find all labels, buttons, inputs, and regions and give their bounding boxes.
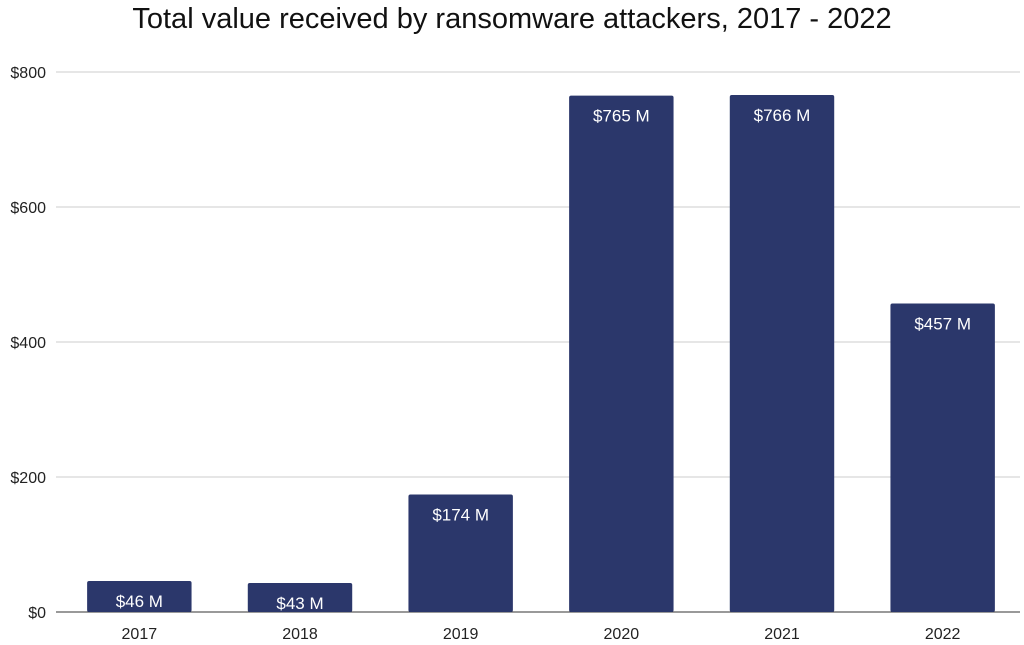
bar: [87, 580, 192, 612]
x-tick-label: 2017: [122, 626, 158, 643]
x-tick-label: 2019: [443, 626, 479, 643]
bar-data-label: $43 M: [276, 594, 323, 613]
x-axis-ticks: 2017 2018 2019 2020 2021 2022: [122, 626, 961, 643]
bar: [890, 303, 995, 612]
bar-data-label: $457 M: [914, 315, 971, 334]
x-tick-label: 2021: [764, 626, 800, 643]
y-tick-label: $800: [10, 65, 46, 82]
y-tick-label: $0: [28, 605, 46, 622]
y-axis-ticks: $0 $200 $400 $600 $800: [10, 65, 46, 622]
bars: [87, 94, 995, 612]
y-tick-label: $400: [10, 335, 46, 352]
bar: [408, 494, 513, 612]
bar: [569, 95, 674, 612]
gridlines: [56, 71, 1020, 613]
bar: [729, 94, 835, 612]
y-tick-label: $200: [10, 470, 46, 487]
x-tick-label: 2018: [282, 626, 318, 643]
x-tick-label: 2022: [925, 626, 961, 643]
bar-data-labels: $46 M $43 M $174 M $765 M $766 M $457 M: [116, 106, 971, 613]
bar-data-label: $765 M: [593, 107, 650, 126]
bar-data-label: $46 M: [116, 592, 163, 611]
bar: [247, 582, 353, 612]
chart-title: Total value received by ransomware attac…: [132, 3, 891, 35]
y-tick-label: $600: [10, 200, 46, 217]
bar-data-label: $766 M: [754, 106, 811, 125]
x-tick-label: 2020: [604, 626, 640, 643]
bar-data-label: $174 M: [432, 506, 489, 525]
